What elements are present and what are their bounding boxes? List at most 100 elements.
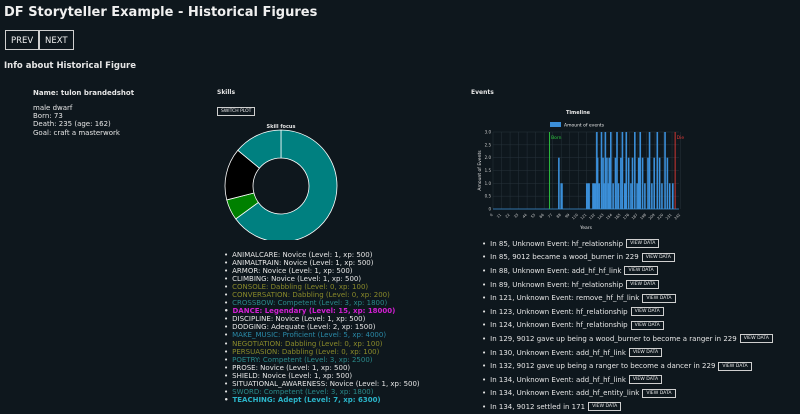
timeline-plot: 00.51.01.52.02.53.00 11 22 33 44 55 66 77 88 99 11… — [477, 130, 684, 231]
timeline-bar — [661, 183, 663, 209]
timeline-bar — [664, 132, 666, 209]
timeline-bar — [648, 132, 651, 209]
x-tick-label: 154 — [605, 212, 613, 220]
legend-swatch — [550, 122, 561, 127]
event-item: In 134, Unknown Event: add_hf_hf_linkVIE… — [482, 373, 773, 387]
x-axis-label: Years — [579, 225, 593, 230]
x-tick-label: 132 — [588, 213, 596, 221]
skill-item: ARMOR: Novice (Level: 1, xp: 500) — [224, 267, 420, 275]
view-data-button[interactable]: VIEW DATA — [626, 239, 660, 249]
event-text: In 88, Unknown Event: add_hf_hf_link — [490, 266, 622, 275]
next-button[interactable]: NEXT — [39, 30, 74, 50]
x-tick-label: 0 — [489, 212, 494, 217]
x-tick-label: 176 — [622, 212, 630, 220]
pie-slice — [237, 129, 282, 169]
events-heading: Events — [471, 89, 494, 96]
view-data-button[interactable]: VIEW DATA — [739, 334, 773, 344]
marker-label: Die — [677, 135, 685, 141]
skills-list: ANIMALCARE: Novice (Level: 1, xp: 500)AN… — [224, 251, 420, 404]
x-tick-label: 165 — [614, 213, 622, 221]
view-data-button[interactable]: VIEW DATA — [630, 307, 664, 317]
view-data-button[interactable]: VIEW DATA — [628, 348, 663, 358]
timeline-bar — [630, 183, 632, 209]
x-tick-label: 220 — [657, 212, 665, 220]
view-data-button[interactable]: VIEW DATA — [628, 375, 663, 385]
view-data-button[interactable]: VIEW DATA — [641, 252, 675, 262]
timeline-chart: Timeline Amount of events 0 0.5 1.0 1.5 2.0 2… — [477, 110, 684, 231]
timeline-bar — [631, 157, 634, 209]
view-data-button[interactable]: VIEW DATA — [626, 280, 660, 290]
timeline-bar — [634, 132, 636, 209]
timeline-bar — [641, 157, 644, 209]
timeline-bar — [627, 157, 630, 209]
timeline-bar — [610, 132, 612, 209]
y-tick-label: 1.0 — [485, 181, 492, 186]
skill-item: DISCIPLINE: Novice (Level: 1, xp: 500) — [224, 315, 420, 323]
view-data-button[interactable]: VIEW DATA — [642, 293, 676, 303]
timeline-bar — [637, 157, 640, 209]
y-tick-label: 0.5 — [485, 194, 492, 199]
events-list: In 85, Unknown Event: hf_relationshipVIE… — [482, 237, 773, 414]
event-item: In 134, Unknown Event: add_hf_entity_lin… — [482, 387, 773, 401]
event-item: In 129, 9012 gave up being a wood_burner… — [482, 332, 773, 346]
skills-heading: Skills — [217, 89, 236, 96]
event-item: In 132, 9012 gave up being a ranger to b… — [482, 359, 773, 373]
timeline-bar — [636, 183, 638, 209]
timeline-bar — [617, 183, 620, 209]
event-item: In 121, Unknown Event: remove_hf_hf_link… — [482, 291, 773, 305]
x-tick-label: 99 — [564, 212, 571, 219]
event-text: In 130, Unknown Event: add_hf_hf_link — [490, 348, 626, 357]
timeline-bar — [644, 183, 646, 209]
figure-goal: Goal: craft a masterwork — [33, 128, 120, 137]
event-item: In 89, Unknown Event: hf_relationshipVIE… — [482, 278, 773, 292]
event-text: In 85, 9012 became a wood_burner in 229 — [490, 253, 639, 262]
y-axis-label: Amount of Events — [477, 150, 483, 191]
timeline-title: Timeline — [566, 110, 591, 116]
event-text: In 134, Unknown Event: add_hf_entity_lin… — [490, 389, 640, 398]
skill-item: DANCE: Legendary (Level: 15, xp: 18000) — [224, 307, 420, 315]
y-tick-label: 3.0 — [485, 130, 492, 135]
timeline-bar — [604, 132, 607, 209]
event-item: In 124, Unknown Event: hf_relationshipVI… — [482, 319, 773, 333]
skill-item: DODGING: Adequate (Level: 2, xp: 1500) — [224, 323, 420, 331]
timeline-bar — [614, 157, 617, 209]
y-tick-label: 2.5 — [485, 142, 492, 147]
section-heading: Info about Historical Figure — [4, 61, 136, 71]
x-tick-label: 209 — [648, 212, 656, 220]
skill-item: ANIMALCARE: Novice (Level: 1, xp: 500) — [224, 251, 420, 259]
view-data-button[interactable]: VIEW DATA — [642, 388, 676, 398]
prev-button[interactable]: PREV — [5, 30, 40, 50]
timeline-bar — [658, 157, 661, 209]
view-data-button[interactable]: VIEW DATA — [630, 320, 664, 330]
x-tick-label: 88 — [556, 212, 563, 219]
skill-item: SITUATIONAL_AWARENESS: Novice (Level: 1,… — [224, 380, 420, 388]
skill-item: SWORD: Competent (Level: 3, xp: 1800) — [224, 388, 420, 396]
event-text: In 85, Unknown Event: hf_relationship — [490, 239, 624, 248]
timeline-bar — [616, 132, 618, 209]
x-tick-label: 187 — [631, 213, 639, 221]
timeline-bar — [639, 132, 642, 209]
x-tick-label: 198 — [639, 212, 647, 220]
timeline-bar — [647, 157, 649, 209]
event-item: In 85, Unknown Event: hf_relationshipVIE… — [482, 237, 773, 251]
view-data-button[interactable]: VIEW DATA — [624, 266, 658, 276]
timeline-bar — [592, 183, 595, 209]
x-tick-label: 11 — [496, 213, 502, 219]
skill-item: CLIMBING: Novice (Level: 1, xp: 500) — [224, 275, 420, 283]
view-data-button[interactable]: VIEW DATA — [718, 361, 752, 371]
switch-plot-button[interactable]: SWITCH PLOT — [217, 107, 256, 116]
skill-item: TEACHING: Adept (Level: 7, xp: 6300) — [224, 396, 420, 404]
timeline-bar — [598, 183, 600, 209]
page-title: DF Storyteller Example - Historical Figu… — [4, 5, 318, 20]
timeline-bar — [612, 183, 614, 209]
event-text: In 134, 9012 settled in 171 — [490, 402, 586, 411]
skill-item: CONVERSATION: Dabbling (Level: 0, xp: 20… — [224, 291, 420, 299]
timeline-bar — [668, 183, 671, 209]
skill-item: NEGOTIATION: Dabbling (Level: 0, xp: 100… — [224, 340, 420, 348]
event-item: In 88, Unknown Event: add_hf_hf_linkVIEW… — [482, 264, 773, 278]
view-data-button[interactable]: VIEW DATA — [588, 402, 622, 412]
event-text: In 134, Unknown Event: add_hf_hf_link — [490, 375, 626, 384]
skill-item: ANIMALTRAIN: Novice (Level: 1, xp: 500) — [224, 259, 420, 267]
figure-name: Name: tulon brandedshot — [33, 89, 135, 97]
